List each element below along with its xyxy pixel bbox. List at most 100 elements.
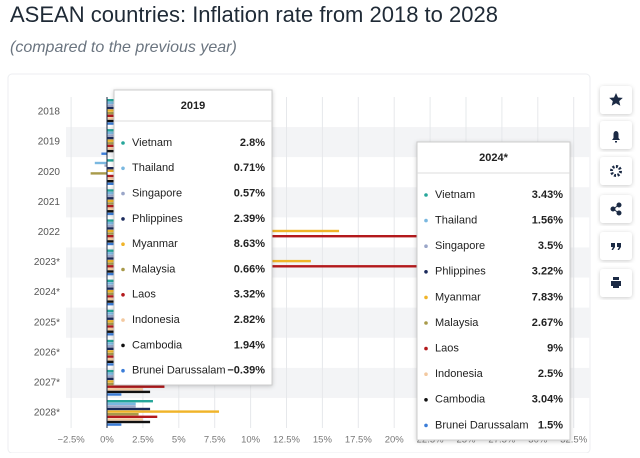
x-tick-label: 7.5% [204,435,226,446]
legend-label: Phlippines [435,266,486,278]
share-button[interactable] [600,195,632,223]
legend-dot [424,193,428,197]
bar [107,405,136,408]
bar [107,407,151,411]
tooltip-box [113,89,273,386]
legend-dot [121,318,125,322]
legend-dot [424,218,428,223]
legend-label: Brunei Darussalam [132,365,226,377]
legend-label: Myanmar [435,291,481,303]
legend-dot [121,191,125,196]
legend-label: Singapore [132,188,182,200]
x-tick-label: 17.5% [345,435,372,446]
legend-label: Indonesia [132,314,181,326]
value-label: 3.32% [234,289,265,301]
bar [107,423,122,426]
chart-title: ASEAN countries: Inflation rate from 201… [10,2,498,27]
legend-label: Myanmar [132,238,178,250]
value-label: 9% [547,343,563,355]
y-category-label: 2027* [34,378,60,389]
y-category-label: 2022 [38,227,61,238]
bar [107,265,556,268]
legend-dot [424,346,428,351]
value-label: 3.22% [532,266,563,278]
y-category-label: 2024* [34,287,60,298]
bar [101,152,107,155]
star-icon [609,93,623,106]
legend-label: Thailand [132,162,174,174]
y-category-label: 2021 [38,197,61,208]
bar [107,402,136,405]
bar [94,161,107,165]
legend-dot [424,398,428,402]
quote-icon [611,243,621,250]
legend-label: Cambodia [435,394,486,406]
value-label: 2.39% [234,213,265,225]
value-label: 3.43% [532,189,563,201]
bar [107,420,151,424]
bar [107,400,153,403]
value-label: 1.56% [532,215,563,227]
bar [107,134,116,137]
bar [107,393,122,396]
bar [107,413,139,416]
value-label: 0.66% [234,263,265,275]
x-tick-label: 2.5% [132,435,154,446]
legend-dot [121,267,125,272]
tooltip: 2024* Vietnam 3.43% Thailand 1.56% Singapore 3… [416,141,571,441]
value-label: 2.67% [532,317,563,329]
bar [107,390,151,394]
legend-label: Malaysia [132,263,176,275]
value-label: 1.94% [234,339,265,351]
value-label: 3.5% [538,240,563,252]
legend-dot [121,343,125,348]
value-label: −0.39% [227,365,265,377]
tooltip-title: 2024* [479,152,508,164]
bar [107,415,158,418]
legend-label: Vietnam [132,137,172,149]
legend-label: Laos [435,343,459,355]
y-category-label: 2028* [34,408,60,419]
legend-label: Laos [132,289,156,301]
legend-dot [424,423,428,428]
cite-button[interactable] [600,232,632,260]
tooltip-title: 2019 [181,100,205,112]
y-category-label: 2018 [38,107,61,118]
value-label: 0.57% [234,188,265,200]
x-tick-label: 10% [241,435,261,446]
value-label: 0.71% [234,162,265,174]
value-label: 2.8% [240,137,265,149]
legend-dot [121,166,125,171]
value-label: 8.63% [234,238,265,250]
value-label: 2.82% [234,314,265,326]
bar [107,385,165,388]
bell-icon [612,131,620,143]
legend-dot [424,321,428,325]
legend-dot [424,295,428,300]
legend-dot [121,141,125,145]
bar [107,104,114,107]
legend-dot [424,372,428,377]
print-icon [611,277,621,288]
legend-label: Thailand [435,215,477,227]
y-category-label: 2023* [34,257,60,268]
y-category-label: 2025* [34,317,60,328]
bar [107,418,143,421]
tooltip-box [416,141,571,441]
x-tick-label: 32.5% [560,435,587,446]
y-category-label: 2026* [34,347,60,358]
settings-button[interactable] [600,157,632,185]
sidebar [600,86,632,297]
bar [107,112,120,115]
legend-label: Singapore [435,240,485,252]
bar [107,142,117,145]
chart-subtitle: (compared to the previous year) [10,39,237,56]
legend-label: Indonesia [435,368,484,380]
value-label: 1.5% [538,419,563,431]
x-tick-label: 20% [385,435,405,446]
legend-label: Cambodia [132,339,183,351]
x-tick-label: 5% [172,435,186,446]
value-label: 2.5% [538,368,563,380]
